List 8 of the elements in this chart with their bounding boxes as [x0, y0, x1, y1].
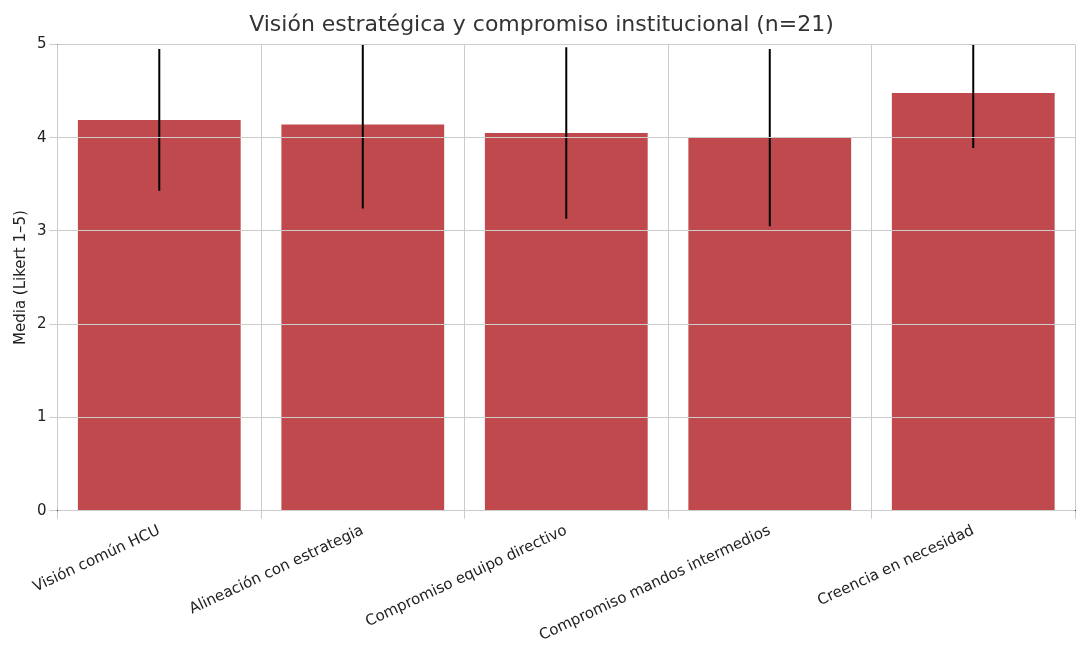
y-tick-label: 0	[37, 500, 47, 519]
y-axis-title: Media (Likert 1–5)	[10, 210, 29, 345]
chart-title: Visión estratégica y compromiso institucional (n=21)	[249, 10, 834, 36]
y-tick-label: 3	[37, 220, 47, 239]
y-tick-label: 2	[37, 314, 47, 333]
y-tick-label: 4	[37, 127, 47, 146]
y-tick-label: 5	[37, 34, 47, 53]
y-tick-label: 1	[37, 407, 47, 426]
